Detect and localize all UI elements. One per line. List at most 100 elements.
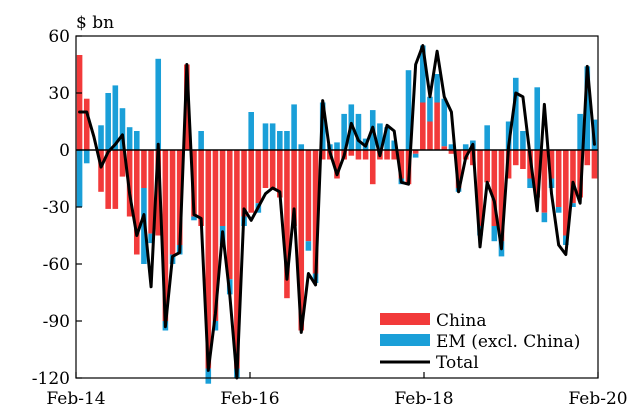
em-bar — [412, 153, 419, 158]
em-bar — [384, 127, 390, 150]
china-bar — [105, 150, 111, 209]
em-bar — [191, 216, 197, 221]
em-bar — [119, 108, 126, 150]
em-bar — [341, 113, 347, 150]
china-bar — [412, 150, 419, 154]
em-bar — [462, 144, 469, 150]
total-line-layer — [78, 44, 596, 380]
china-bar — [269, 150, 276, 188]
china-bar — [112, 150, 119, 209]
y-tick-label: -30 — [43, 198, 70, 218]
em-bar — [205, 368, 212, 384]
china-bar — [391, 150, 397, 160]
china-bar — [198, 150, 204, 226]
china-bar — [362, 150, 369, 160]
em-bar — [577, 113, 583, 150]
em-bar — [148, 233, 154, 244]
china-bar — [148, 150, 154, 234]
china-bar — [520, 150, 526, 169]
em-bar — [377, 123, 383, 150]
x-tick-label: Feb-18 — [394, 389, 453, 409]
y-tick-label: -120 — [32, 369, 70, 389]
em-bar — [441, 98, 448, 147]
china-bar — [398, 150, 405, 179]
china-bar — [348, 150, 355, 156]
china-bar — [291, 150, 297, 226]
china-bar — [577, 150, 583, 198]
em-bar — [334, 142, 340, 150]
em-bar — [420, 45, 426, 103]
total-line — [78, 44, 596, 380]
em-bar — [405, 70, 412, 150]
em-bar — [391, 140, 397, 150]
china-bar — [584, 150, 591, 166]
china-bar — [277, 150, 283, 198]
em-bar — [305, 241, 312, 251]
em-bar — [520, 131, 526, 150]
china-bar — [355, 150, 362, 160]
china-bar — [141, 150, 147, 188]
em-bar — [512, 77, 519, 150]
em-bar — [212, 321, 219, 331]
china-bar — [455, 150, 462, 188]
china-bar — [133, 150, 140, 255]
em-bar — [541, 212, 548, 223]
em-bar — [198, 131, 204, 150]
y-unit-label: $ bn — [76, 13, 114, 33]
em-bar — [98, 125, 104, 150]
china-bar — [498, 150, 505, 242]
china-bar — [298, 150, 305, 331]
china-bar — [162, 150, 169, 321]
china-bar — [448, 150, 455, 154]
china-bar — [83, 98, 90, 150]
china-bar — [241, 150, 247, 217]
china-bar — [512, 150, 519, 166]
legend-label-em-excl-china: EM (excl. China) — [436, 332, 580, 352]
em-bar — [262, 123, 269, 150]
em-bar — [155, 58, 162, 150]
em-bar — [248, 112, 254, 150]
china-bar — [219, 150, 226, 226]
china-bar — [119, 150, 126, 177]
x-tick-label: Feb-14 — [46, 389, 105, 409]
china-bar — [255, 150, 262, 204]
y-tick-label: 0 — [59, 141, 70, 161]
y-tick-label: -90 — [43, 312, 70, 332]
em-bar — [570, 203, 576, 207]
em-bar — [584, 66, 591, 150]
em-bar — [269, 123, 276, 150]
em-bar — [76, 150, 83, 207]
china-bar — [212, 150, 219, 321]
legend-label-total: Total — [436, 353, 479, 373]
em-bar — [105, 93, 111, 150]
em-bar — [534, 87, 541, 150]
china-bar — [555, 150, 562, 207]
china-bar — [477, 150, 483, 226]
china-bar — [534, 150, 541, 198]
em-bar — [83, 150, 90, 164]
legend-swatch-china — [380, 313, 430, 325]
china-bar — [234, 150, 240, 369]
china-bar — [262, 150, 269, 188]
em-bar — [133, 131, 140, 150]
legend-swatch-em-excl-china — [380, 334, 430, 346]
em-bar — [527, 178, 533, 188]
em-bar — [355, 113, 362, 150]
china-bar — [548, 150, 555, 179]
china-bar — [176, 150, 183, 245]
em-bar — [284, 131, 290, 150]
em-bar — [126, 127, 133, 150]
china-bar — [420, 102, 426, 150]
y-tick-label: -60 — [43, 255, 70, 275]
y-tick-label: 60 — [48, 27, 70, 47]
x-tick-label: Feb-20 — [568, 389, 627, 409]
china-bar — [563, 150, 569, 236]
china-bar — [226, 150, 233, 280]
china-bar — [184, 64, 190, 150]
em-bar — [491, 226, 498, 242]
legend-label-china: China — [436, 311, 486, 331]
china-bar — [98, 150, 104, 192]
china-bar — [305, 150, 312, 242]
china-bar — [169, 150, 176, 255]
